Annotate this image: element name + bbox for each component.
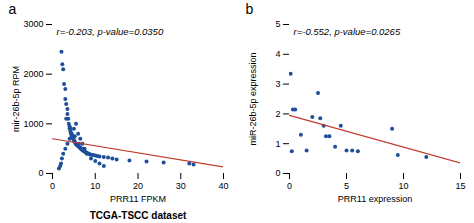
svg-text:TCGA-TSCC dataset: TCGA-TSCC dataset [90, 210, 187, 221]
svg-text:r=-0.552, p-value=0.0265: r=-0.552, p-value=0.0265 [294, 26, 401, 37]
svg-text:r=-0.203, p-value=0.0350: r=-0.203, p-value=0.0350 [57, 26, 164, 37]
svg-text:10: 10 [90, 181, 100, 191]
svg-text:40: 40 [218, 181, 228, 191]
svg-text:PRR11 FPKM: PRR11 FPKM [110, 194, 166, 204]
svg-text:1000: 1000 [23, 119, 43, 129]
svg-text:b: b [246, 1, 254, 17]
svg-text:3000: 3000 [23, 19, 43, 29]
svg-text:miR-26b-5p expression: miR-26b-5p expression [248, 52, 258, 145]
svg-text:0: 0 [287, 181, 292, 191]
svg-text:10: 10 [398, 181, 408, 191]
svg-text:4: 4 [275, 49, 280, 59]
svg-text:15: 15 [455, 181, 465, 191]
svg-text:0: 0 [38, 168, 43, 178]
svg-text:0: 0 [275, 168, 280, 178]
svg-text:5: 5 [344, 181, 349, 191]
svg-text:3: 3 [275, 79, 280, 89]
svg-text:a: a [9, 1, 17, 17]
svg-text:20: 20 [133, 181, 143, 191]
svg-text:2000: 2000 [23, 69, 43, 79]
svg-text:0: 0 [50, 181, 55, 191]
svg-text:30: 30 [176, 181, 186, 191]
svg-text:2: 2 [275, 109, 280, 119]
svg-text:5: 5 [275, 19, 280, 29]
svg-text:PRR11 expression: PRR11 expression [338, 194, 412, 204]
svg-text:1: 1 [275, 139, 280, 149]
svg-text:mir-26b-5p RPM: mir-26b-5p RPM [11, 66, 21, 132]
